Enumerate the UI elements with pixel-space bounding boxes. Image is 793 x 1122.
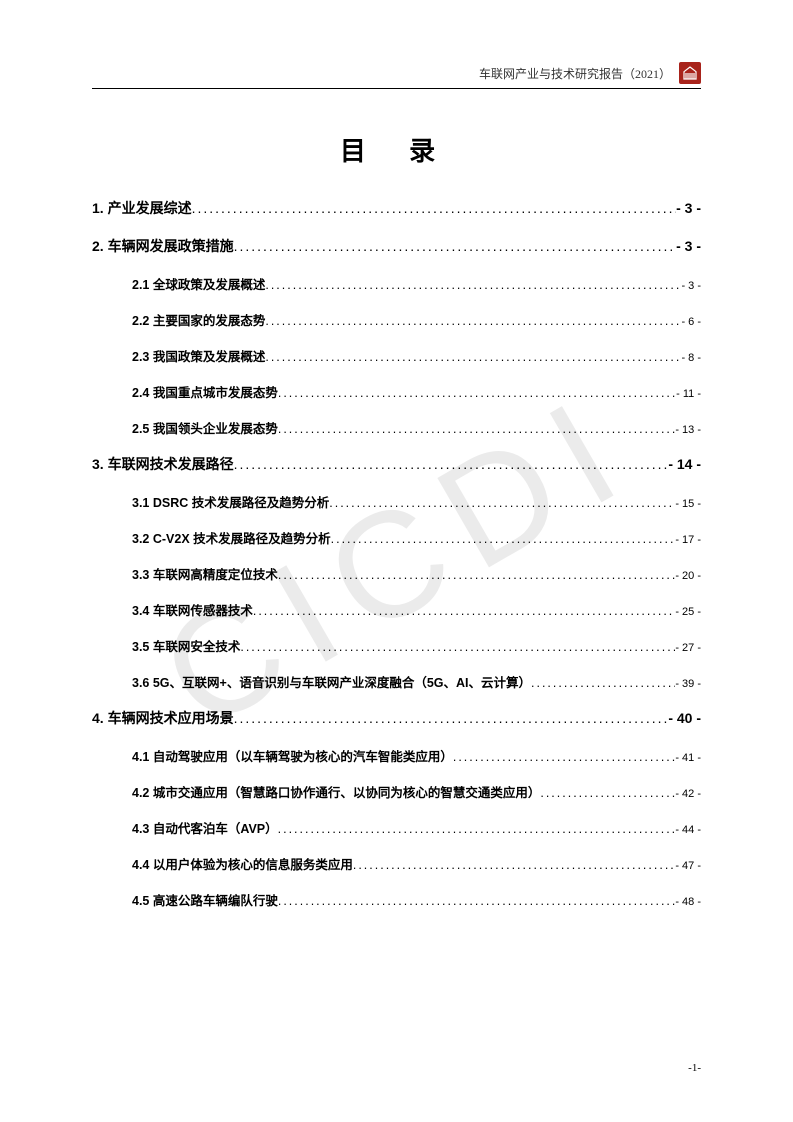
toc-entry-label: 2.2 主要国家的发展态势 [132, 310, 265, 329]
toc-entry-label: 4.1 自动驾驶应用（以车辆驾驶为核心的汽车智能类应用） [132, 746, 453, 765]
toc-entry-label: 3. 车联网技术发展路径 [92, 454, 234, 474]
toc-entry-page: - 3 - [676, 238, 701, 254]
toc-leader-dots [265, 350, 681, 364]
toc-entry-page: - 48 - [675, 896, 701, 908]
toc-entry: 2.5 我国领头企业发展态势 - 13 - [92, 418, 701, 437]
toc-leader-dots [331, 532, 676, 546]
logo-icon [679, 62, 701, 84]
toc-entry-page: - 6 - [681, 316, 701, 328]
toc-entry-label: 2. 车辆网发展政策措施 [92, 236, 234, 256]
toc-entry-label: 2.1 全球政策及发展概述 [132, 274, 265, 293]
toc-leader-dots [265, 314, 681, 328]
toc-entry-page: - 3 - [681, 280, 701, 292]
toc-entry: 4. 车辆网技术应用场景 - 40 - [92, 708, 701, 728]
toc-leader-dots [278, 422, 675, 436]
toc-entry-label: 1. 产业发展综述 [92, 198, 192, 218]
toc-entry-page: - 39 - [675, 678, 701, 690]
toc-entry: 4.5 高速公路车辆编队行驶 - 48 - [92, 890, 701, 909]
toc-leader-dots [278, 386, 676, 400]
toc-entry-page: - 17 - [675, 534, 701, 546]
toc-entry-page: - 42 - [675, 788, 701, 800]
toc-entry-label: 2.3 我国政策及发展概述 [132, 346, 265, 365]
toc-leader-dots [192, 200, 677, 216]
page-number: -1- [688, 1062, 701, 1074]
toc-entry-label: 2.5 我国领头企业发展态势 [132, 418, 278, 437]
toc-entry-label: 4.5 高速公路车辆编队行驶 [132, 890, 278, 909]
toc-entry-page: - 44 - [675, 824, 701, 836]
toc-entry: 2.4 我国重点城市发展态势 - 11 - [92, 382, 701, 401]
toc-leader-dots [329, 496, 675, 510]
toc-leader-dots [353, 858, 675, 872]
toc-leader-dots [453, 750, 675, 764]
toc-entry-label: 3.5 车联网安全技术 [132, 636, 240, 655]
toc-entry-page: - 41 - [675, 752, 701, 764]
toc-entry: 3.3 车联网高精度定位技术 - 20 - [92, 564, 701, 583]
toc-entry: 2.3 我国政策及发展概述 - 8 - [92, 346, 701, 365]
toc-leader-dots [540, 786, 675, 800]
toc-entry-page: - 14 - [668, 456, 701, 472]
toc-entry-label: 3.1 DSRC 技术发展路径及趋势分析 [132, 492, 329, 511]
toc-entry: 3.4 车联网传感器技术 - 25 - [92, 600, 701, 619]
toc-entry: 3.6 5G、互联网+、语音识别与车联网产业深度融合（5G、AI、云计算） - 3… [92, 672, 701, 691]
toc-entry: 2.2 主要国家的发展态势 - 6 - [92, 310, 701, 329]
toc-entry-page: - 3 - [676, 200, 701, 216]
toc-entry: 4.1 自动驾驶应用（以车辆驾驶为核心的汽车智能类应用） - 41 - [92, 746, 701, 765]
toc-leader-dots [234, 456, 669, 472]
header-title: 车联网产业与技术研究报告（2021） [479, 65, 671, 82]
toc-entry: 4.4 以用户体验为核心的信息服务类应用 - 47 - [92, 854, 701, 873]
toc-entry-page: - 40 - [668, 710, 701, 726]
toc-entry-page: - 11 - [676, 388, 701, 400]
table-of-contents: 1. 产业发展综述- 3 -2. 车辆网发展政策措施- 3 -2.1 全球政策及… [92, 198, 701, 909]
toc-entry-label: 4.3 自动代客泊车（AVP） [132, 818, 278, 837]
toc-leader-dots [253, 604, 675, 618]
toc-entry-label: 3.6 5G、互联网+、语音识别与车联网产业深度融合（5G、AI、云计算） [132, 672, 531, 691]
toc-entry-page: - 47 - [675, 860, 701, 872]
toc-leader-dots [240, 640, 675, 654]
toc-entry: 4.3 自动代客泊车（AVP） - 44 - [92, 818, 701, 837]
toc-entry-label: 3.4 车联网传感器技术 [132, 600, 253, 619]
toc-leader-dots [278, 894, 675, 908]
toc-entry-page: - 27 - [675, 642, 701, 654]
toc-leader-dots [278, 568, 675, 582]
toc-entry: 3.5 车联网安全技术 - 27 - [92, 636, 701, 655]
toc-leader-dots [265, 278, 681, 292]
toc-leader-dots [234, 238, 677, 254]
toc-entry-label: 4.4 以用户体验为核心的信息服务类应用 [132, 854, 353, 873]
toc-entry-label: 2.4 我国重点城市发展态势 [132, 382, 278, 401]
toc-entry: 4.2 城市交通应用（智慧路口协作通行、以协同为核心的智慧交通类应用） - 42 … [92, 782, 701, 801]
document-page: CICDI 车联网产业与技术研究报告（2021） 目 录 1. 产业发展综述- … [0, 0, 793, 1122]
toc-entry-page: - 8 - [681, 352, 701, 364]
toc-entry: 1. 产业发展综述 - 3 - [92, 198, 701, 218]
toc-entry-page: - 15 - [675, 498, 701, 510]
toc-entry-page: - 25 - [675, 606, 701, 618]
toc-entry-page: - 13 - [675, 424, 701, 436]
toc-entry-label: 3.3 车联网高精度定位技术 [132, 564, 278, 583]
page-header: 车联网产业与技术研究报告（2021） [92, 62, 701, 89]
toc-entry-label: 3.2 C-V2X 技术发展路径及趋势分析 [132, 528, 331, 547]
toc-entry-page: - 20 - [675, 570, 701, 582]
toc-entry-label: 4. 车辆网技术应用场景 [92, 708, 234, 728]
toc-entry: 3. 车联网技术发展路径 - 14 - [92, 454, 701, 474]
toc-entry-label: 4.2 城市交通应用（智慧路口协作通行、以协同为核心的智慧交通类应用） [132, 782, 540, 801]
toc-leader-dots [234, 710, 669, 726]
toc-title: 目 录 [92, 131, 701, 168]
toc-entry: 2. 车辆网发展政策措施 - 3 - [92, 236, 701, 256]
toc-leader-dots [278, 822, 676, 836]
toc-entry: 3.1 DSRC 技术发展路径及趋势分析 - 15 - [92, 492, 701, 511]
toc-entry: 2.1 全球政策及发展概述 - 3 - [92, 274, 701, 293]
toc-leader-dots [531, 676, 675, 690]
toc-entry: 3.2 C-V2X 技术发展路径及趋势分析 - 17 - [92, 528, 701, 547]
